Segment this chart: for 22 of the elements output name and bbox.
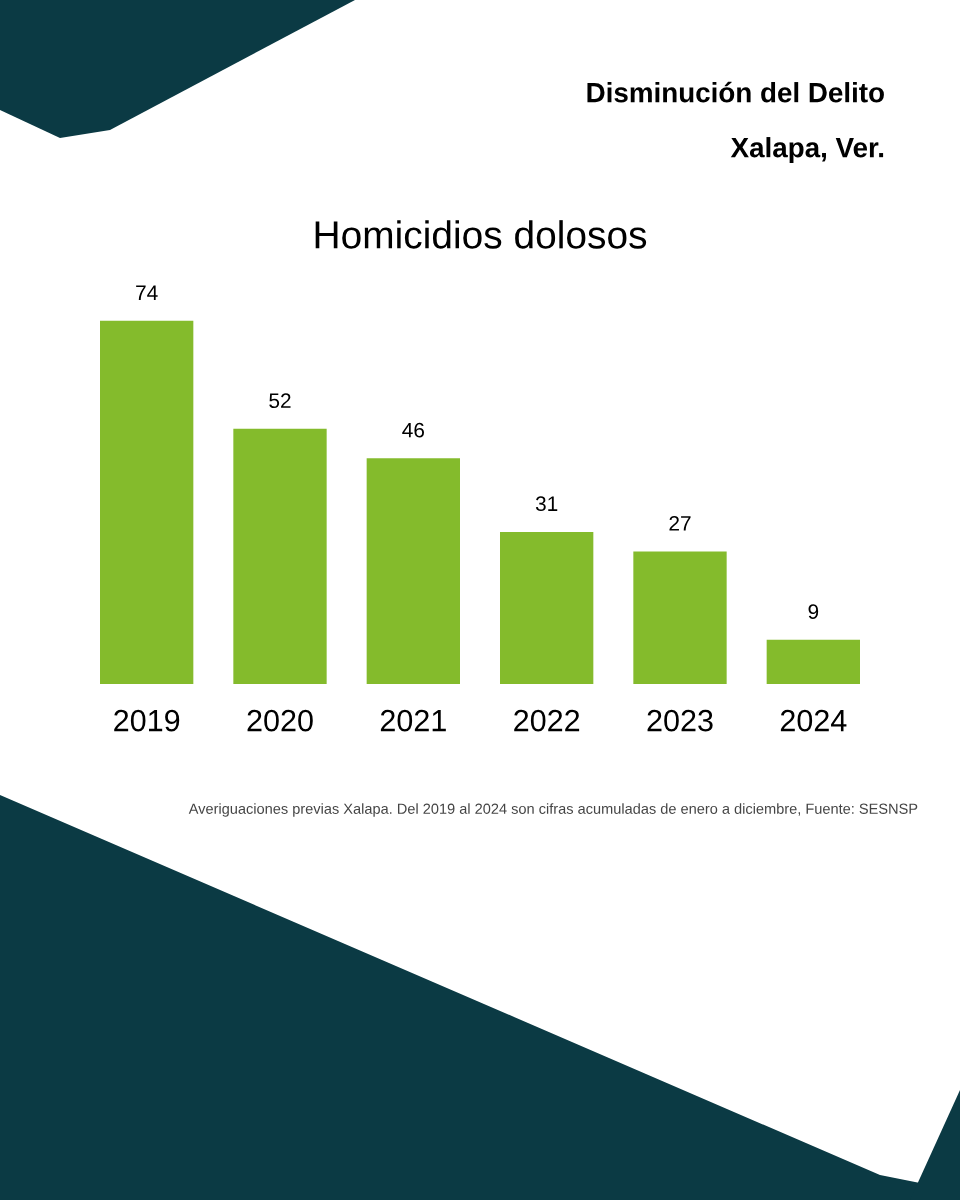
bar bbox=[100, 320, 194, 684]
x-tick-label: 2022 bbox=[514, 709, 580, 732]
chart-title: Homicidios dolosos bbox=[315, 220, 647, 249]
data-label: 31 bbox=[535, 496, 558, 512]
bar bbox=[766, 639, 860, 684]
data-label: 74 bbox=[136, 285, 158, 300]
data-label: 46 bbox=[402, 422, 425, 438]
x-tick-label: 2020 bbox=[247, 709, 313, 732]
x-tick-label: 2023 bbox=[647, 709, 713, 732]
text: Disminución del Delito bbox=[587, 81, 884, 103]
x-tick-label: 2019 bbox=[114, 709, 180, 732]
data-label: 52 bbox=[269, 393, 291, 409]
text: Xalapa, Ver. bbox=[730, 137, 884, 163]
text: Averiguaciones previas Xalapa. Del 2019 al 2024 son cifras acumuladas de enero a diciembre, Fuente: SESNSP bbox=[188, 803, 918, 817]
bar bbox=[633, 551, 727, 684]
data-label: 9 bbox=[808, 604, 819, 620]
bar bbox=[366, 458, 460, 684]
x-tick-label: 2021 bbox=[380, 709, 446, 732]
bar bbox=[233, 428, 327, 684]
data-label: 27 bbox=[669, 515, 691, 531]
bar bbox=[500, 531, 594, 684]
x-tick-label: 2024 bbox=[780, 709, 847, 732]
